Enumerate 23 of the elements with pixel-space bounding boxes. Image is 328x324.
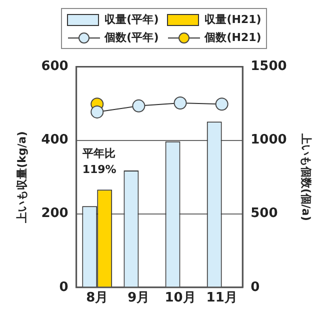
y-tick-label: 400 [41, 132, 68, 148]
point [215, 98, 228, 111]
legend-label: 収量(H21) [204, 12, 262, 27]
x-tick-label: 10月 [164, 290, 196, 306]
annotation: 平年比 119% [81, 146, 116, 176]
y2-tick-label: 1500 [250, 59, 287, 74]
legend-label: 個数(H21) [204, 30, 262, 45]
point [174, 96, 187, 110]
y-axis-title: 上いも収量(kg/a) [15, 131, 28, 224]
point [90, 105, 104, 118]
y2-tick-label: 1000 [250, 132, 287, 148]
x-tick-label: 9月 [128, 290, 150, 306]
y2-tick-label: 500 [250, 206, 278, 222]
y-tick-label: 0 [59, 280, 68, 295]
y2-axis-title: 上いも個数(個/a) [300, 132, 313, 221]
y-tick-label: 600 [41, 59, 68, 74]
legend-label: 収量(平年) [104, 12, 159, 27]
legend-label: 個数(平年) [104, 30, 159, 45]
y-tick-label: 200 [41, 206, 68, 222]
x-tick-label: 8月 [86, 290, 108, 306]
y2-tick-label: 0 [250, 280, 260, 295]
x-tick-label: 11月 [206, 290, 238, 306]
point [132, 99, 146, 112]
